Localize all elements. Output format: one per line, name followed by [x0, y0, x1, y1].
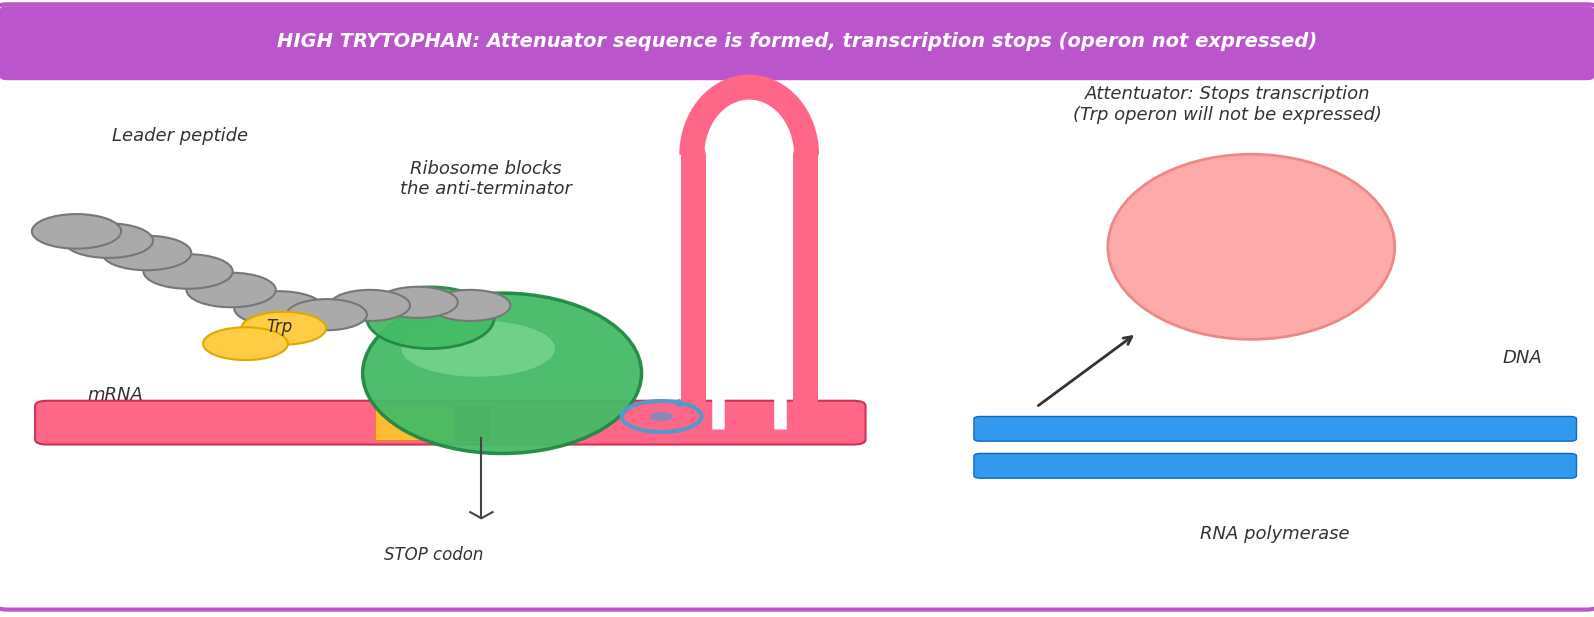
- Circle shape: [202, 327, 289, 360]
- Text: HIGH TRYTOPHAN: Attenuator sequence is formed, transcription stops (operon not e: HIGH TRYTOPHAN: Attenuator sequence is f…: [277, 33, 1317, 51]
- FancyBboxPatch shape: [685, 406, 813, 443]
- Text: Ribosome blocks
the anti-terminator: Ribosome blocks the anti-terminator: [400, 160, 572, 198]
- FancyBboxPatch shape: [35, 401, 866, 444]
- FancyBboxPatch shape: [0, 6, 1594, 80]
- Bar: [454, 406, 489, 439]
- Circle shape: [102, 236, 191, 270]
- Circle shape: [430, 290, 510, 321]
- Circle shape: [32, 214, 121, 249]
- Circle shape: [330, 290, 410, 321]
- Circle shape: [186, 273, 276, 307]
- Circle shape: [241, 312, 327, 345]
- Ellipse shape: [362, 293, 641, 453]
- FancyBboxPatch shape: [0, 4, 1594, 610]
- Circle shape: [378, 287, 457, 318]
- Text: Trp: Trp: [266, 318, 292, 336]
- Bar: [375, 406, 454, 439]
- Text: RNA polymerase: RNA polymerase: [1200, 524, 1350, 543]
- Text: DNA: DNA: [1503, 349, 1541, 367]
- Text: STOP codon: STOP codon: [384, 546, 483, 565]
- Ellipse shape: [402, 321, 555, 376]
- Ellipse shape: [1108, 154, 1395, 339]
- Ellipse shape: [367, 287, 494, 349]
- Circle shape: [234, 291, 324, 326]
- Circle shape: [143, 254, 233, 289]
- Circle shape: [649, 412, 674, 421]
- FancyBboxPatch shape: [974, 416, 1576, 441]
- Circle shape: [287, 299, 367, 330]
- Text: mRNA: mRNA: [88, 386, 143, 404]
- Text: Leader peptide: Leader peptide: [112, 126, 247, 145]
- Text: Attentuator: Stops transcription
(Trp operon will not be expressed): Attentuator: Stops transcription (Trp op…: [1073, 86, 1382, 124]
- Circle shape: [64, 223, 153, 258]
- FancyBboxPatch shape: [974, 453, 1576, 478]
